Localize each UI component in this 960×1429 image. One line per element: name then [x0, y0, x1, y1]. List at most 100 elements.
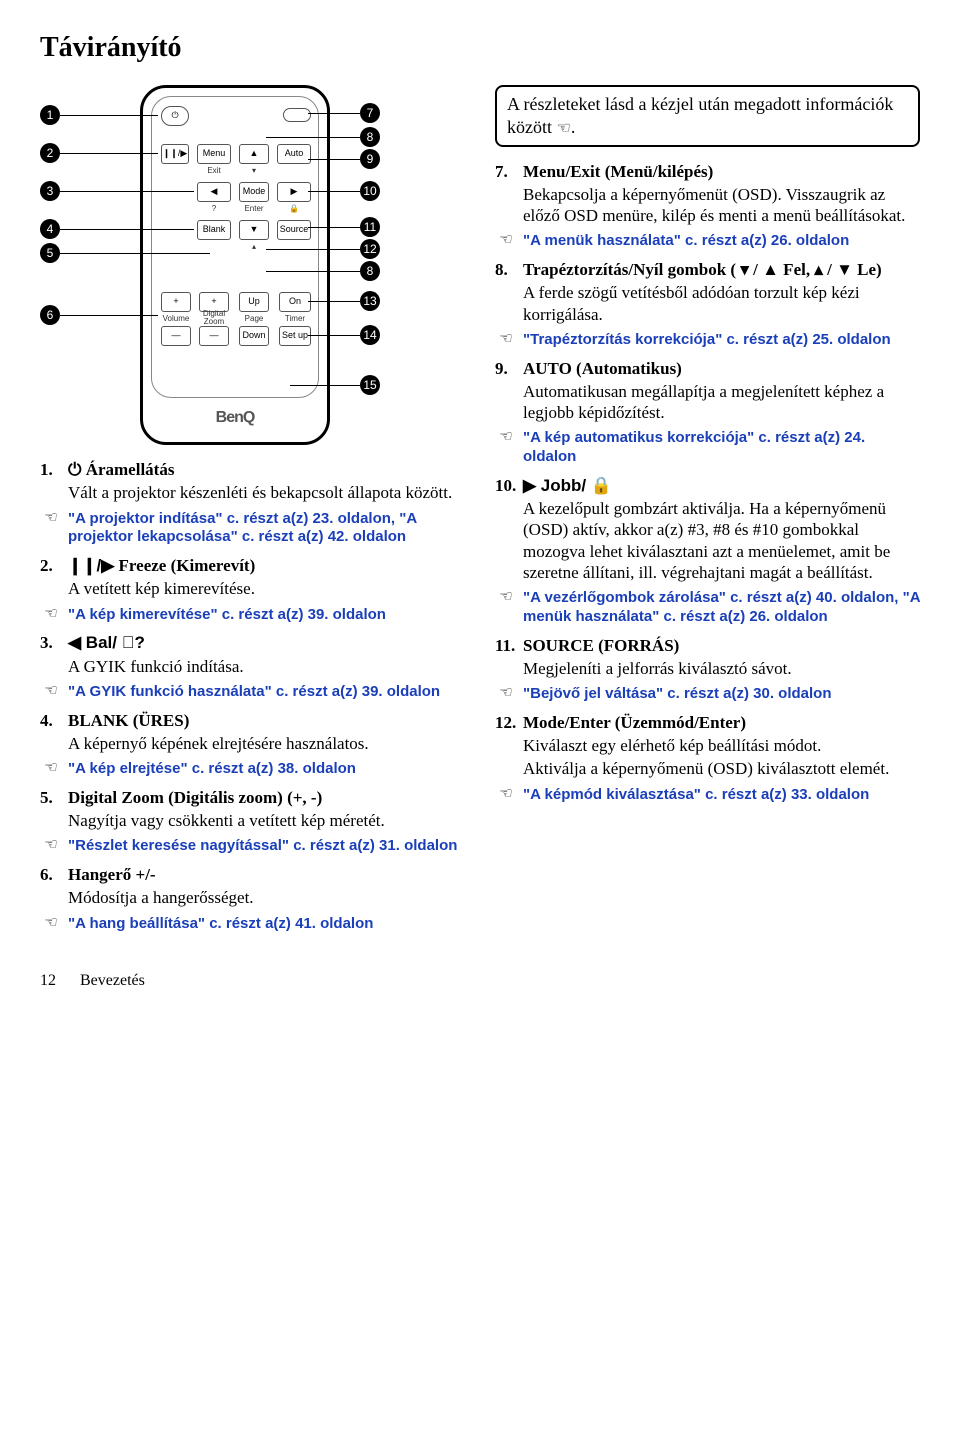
- reference-text: "A kép automatikus korrekciója" c. részt…: [523, 429, 920, 467]
- hand-icon: ☞: [495, 786, 517, 803]
- item-desc: Automatikusan megállapítja a megjeleníte…: [523, 381, 920, 424]
- callout-line: [266, 249, 360, 250]
- auto-button: Auto: [277, 144, 311, 164]
- callout-10: 10: [360, 181, 380, 201]
- reference-text: "A vezérlőgombok zárolása" c. részt a(z)…: [523, 589, 920, 627]
- item-body: Hangerő +/-Módosítja a hangerősséget.: [68, 864, 465, 909]
- reference-text: "A kép elrejtése" c. részt a(z) 38. olda…: [68, 760, 465, 779]
- item-number: 4.: [40, 710, 68, 755]
- callout-line: [60, 191, 194, 192]
- exit-label: Exit: [197, 166, 231, 176]
- page-label: Page: [235, 314, 273, 324]
- item-title: ▶ Jobb/ 🔒: [523, 475, 920, 496]
- item-body: AUTO (Automatikus)Automatikusan megállap…: [523, 358, 920, 424]
- item-number: 12.: [495, 712, 523, 780]
- item-desc: A GYIK funkció indítása.: [68, 656, 465, 677]
- hand-icon: ☞: [40, 606, 62, 623]
- enter-label: Enter: [239, 204, 269, 214]
- right-item-list: 7.Menu/Exit (Menü/kilépés)Bekapcsolja a …: [495, 161, 920, 805]
- item-desc: Vált a projektor készenléti és bekapcsol…: [68, 482, 465, 503]
- item-desc: Nagyítja vagy csökkenti a vetített kép m…: [68, 810, 465, 831]
- item-desc: A ferde szögű vetítésből adódóan torzult…: [523, 282, 920, 325]
- item-desc: Módosítja a hangerősséget.: [68, 887, 465, 908]
- reference-row: ☞ "Trapéztorzítás korrekciója" c. részt a…: [495, 331, 920, 350]
- reference-row: ☞"A kép elrejtése" c. részt a(z) 38. old…: [40, 760, 465, 779]
- desc-item: 7.Menu/Exit (Menü/kilépés)Bekapcsolja a …: [495, 161, 920, 227]
- callout-7: 7: [360, 103, 380, 123]
- item-desc: A képernyő képének elrejtésére használat…: [68, 733, 465, 754]
- item-desc: A vetített kép kimerevítése.: [68, 578, 465, 599]
- item-number: 3.: [40, 632, 68, 677]
- remote-inner: [151, 96, 319, 398]
- reference-row: ☞"A projektor indítása" c. részt a(z) 23…: [40, 510, 465, 548]
- volume-down-button: —: [161, 326, 191, 346]
- reference-text: "Részlet keresése nagyítással" c. részt …: [68, 837, 465, 856]
- item-body: BLANK (ÜRES)A képernyő képének elrejtésé…: [68, 710, 465, 755]
- faq-label: ?: [197, 204, 231, 214]
- mode-button: Mode: [239, 182, 269, 202]
- item-number: 1.: [40, 459, 68, 504]
- callout-8: 8: [360, 127, 380, 147]
- callout-line: [60, 253, 210, 254]
- callout-line: [60, 115, 158, 116]
- reference-text: "Bejövő jel váltása" c. részt a(z) 30. o…: [523, 685, 920, 704]
- page-up-button: Up: [239, 292, 269, 312]
- item-number: 5.: [40, 787, 68, 832]
- item-number: 9.: [495, 358, 523, 424]
- callout-line: [60, 153, 158, 154]
- desc-item: 12.Mode/Enter (Üzemmód/Enter)Kiválaszt e…: [495, 712, 920, 780]
- left-arrow-button: ◀: [197, 182, 231, 202]
- item-desc: Megjeleníti a jelforrás kiválasztó sávot…: [523, 658, 920, 679]
- item-title: ❙❙/▶ Freeze (Kimerevít): [68, 555, 465, 576]
- desc-item: 9.AUTO (Automatikus)Automatikusan megáll…: [495, 358, 920, 424]
- item-title: AUTO (Automatikus): [523, 358, 920, 379]
- item-title: Digital Zoom (Digitális zoom) (+, -): [68, 787, 465, 808]
- remote-body: ⏻ ❙❙/▶ Menu ▲ Auto Exit ▾ ◀ Mode ▶ ? Ent…: [140, 85, 330, 445]
- reference-row: ☞"A GYIK funkció használata" c. részt a(…: [40, 683, 465, 702]
- item-title: ⏻ Áramellátás: [68, 459, 465, 480]
- left-column: ⏻ ❙❙/▶ Menu ▲ Auto Exit ▾ ◀ Mode ▶ ? Ent…: [40, 85, 465, 941]
- item-number: 8.: [495, 259, 523, 325]
- item-body: SOURCE (FORRÁS)Megjeleníti a jelforrás k…: [523, 635, 920, 680]
- item-title: Hangerő +/-: [68, 864, 465, 885]
- section-name: Bevezetés: [80, 972, 145, 989]
- hand-icon: ☞: [495, 429, 517, 446]
- callout-13: 13: [360, 291, 380, 311]
- desc-item: 3.◀ Bal/ ⃝?A GYIK funkció indítása.: [40, 632, 465, 677]
- led-indicator: [283, 108, 311, 122]
- desc-item: 8.Trapéztorzítás/Nyíl gombok ( ▾ / ▲ Fel…: [495, 259, 920, 325]
- callout-14: 14: [360, 325, 380, 345]
- reference-text: "A projektor indítása" c. részt a(z) 23.…: [68, 510, 465, 548]
- callout-line: [308, 301, 360, 302]
- item-desc: Aktiválja a képernyőmenü (OSD) kiválaszt…: [523, 758, 920, 779]
- timer-label: Timer: [275, 314, 315, 324]
- callout-line: [308, 335, 360, 336]
- item-number: 10.: [495, 475, 523, 583]
- page-number: 12: [40, 972, 56, 989]
- item-title: BLANK (ÜRES): [68, 710, 465, 731]
- right-arrow-button: ▶: [277, 182, 311, 202]
- remote-diagram: ⏻ ❙❙/▶ Menu ▲ Auto Exit ▾ ◀ Mode ▶ ? Ent…: [40, 85, 420, 445]
- reference-row: ☞"A menük használata" c. részt a(z) 26. …: [495, 232, 920, 251]
- item-title: Trapéztorzítás/Nyíl gombok ( ▾ / ▲ Fel, …: [523, 259, 920, 280]
- callout-line: [266, 271, 360, 272]
- hand-icon: ☞: [495, 331, 517, 348]
- power-button: ⏻: [161, 106, 189, 126]
- right-column: A részleteket lásd a kézjel után megadot…: [495, 85, 920, 941]
- item-desc: Bekapcsolja a képernyőmenüt (OSD). Vissz…: [523, 184, 920, 227]
- item-body: Mode/Enter (Üzemmód/Enter)Kiválaszt egy …: [523, 712, 920, 780]
- item-body: ❙❙/▶ Freeze (Kimerevít)A vetített kép ki…: [68, 555, 465, 600]
- callout-line: [60, 229, 194, 230]
- menu-button: Menu: [197, 144, 231, 164]
- callout-line: [308, 113, 360, 114]
- reference-row: ☞"A vezérlőgombok zárolása" c. részt a(z…: [495, 589, 920, 627]
- reference-text: "Trapéztorzítás korrekciója" c. részt a(…: [523, 331, 920, 350]
- item-body: ◀ Bal/ ⃝?A GYIK funkció indítása.: [68, 632, 465, 677]
- reference-row: ☞ "A kép automatikus korrekciója" c. rész…: [495, 429, 920, 467]
- desc-item: 6.Hangerő +/-Módosítja a hangerősséget.: [40, 864, 465, 909]
- keystone-down-label: ▴: [239, 242, 269, 252]
- callout-line: [290, 385, 360, 386]
- two-column-layout: ⏻ ❙❙/▶ Menu ▲ Auto Exit ▾ ◀ Mode ▶ ? Ent…: [40, 85, 920, 941]
- item-body: ▶ Jobb/ 🔒A kezelőpult gombzárt aktiválja…: [523, 475, 920, 583]
- callout-3: 3: [40, 181, 60, 201]
